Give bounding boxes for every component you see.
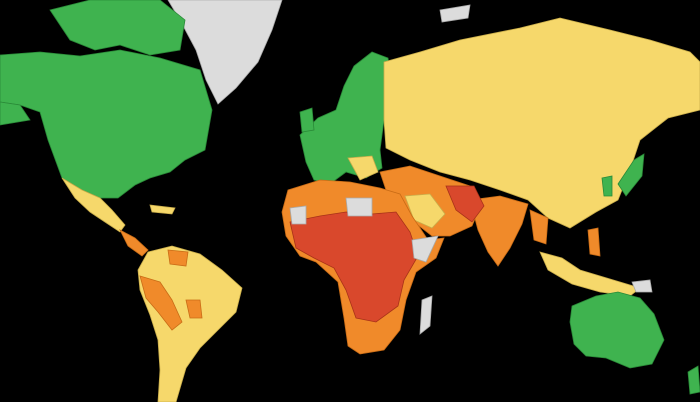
burma: [529, 209, 549, 245]
saudi: [404, 193, 446, 229]
arctic-islands: [49, 0, 186, 56]
paraguay: [185, 299, 203, 319]
caribbean: [149, 204, 176, 215]
japan: [617, 153, 645, 197]
greenland: [167, 0, 283, 105]
andes-orange: [139, 275, 183, 331]
korea: [601, 175, 613, 197]
libya-gap: [345, 197, 373, 217]
south-america: [137, 245, 243, 402]
north-america: [0, 49, 213, 199]
somalia: [411, 235, 439, 263]
mexico: [61, 177, 126, 233]
pakistan-afghan: [445, 185, 485, 223]
alaska-west: [0, 101, 31, 126]
png: [631, 279, 653, 293]
madagascar: [419, 295, 433, 335]
arctic-isle: [439, 4, 471, 23]
australia: [569, 291, 665, 369]
new-zealand: [687, 365, 700, 395]
philippines: [587, 227, 601, 257]
western-sahara: [289, 205, 307, 225]
balkans: [347, 155, 379, 181]
india: [469, 195, 529, 267]
venezuela: [167, 249, 189, 267]
central-america: [119, 229, 149, 257]
uk: [299, 107, 315, 133]
